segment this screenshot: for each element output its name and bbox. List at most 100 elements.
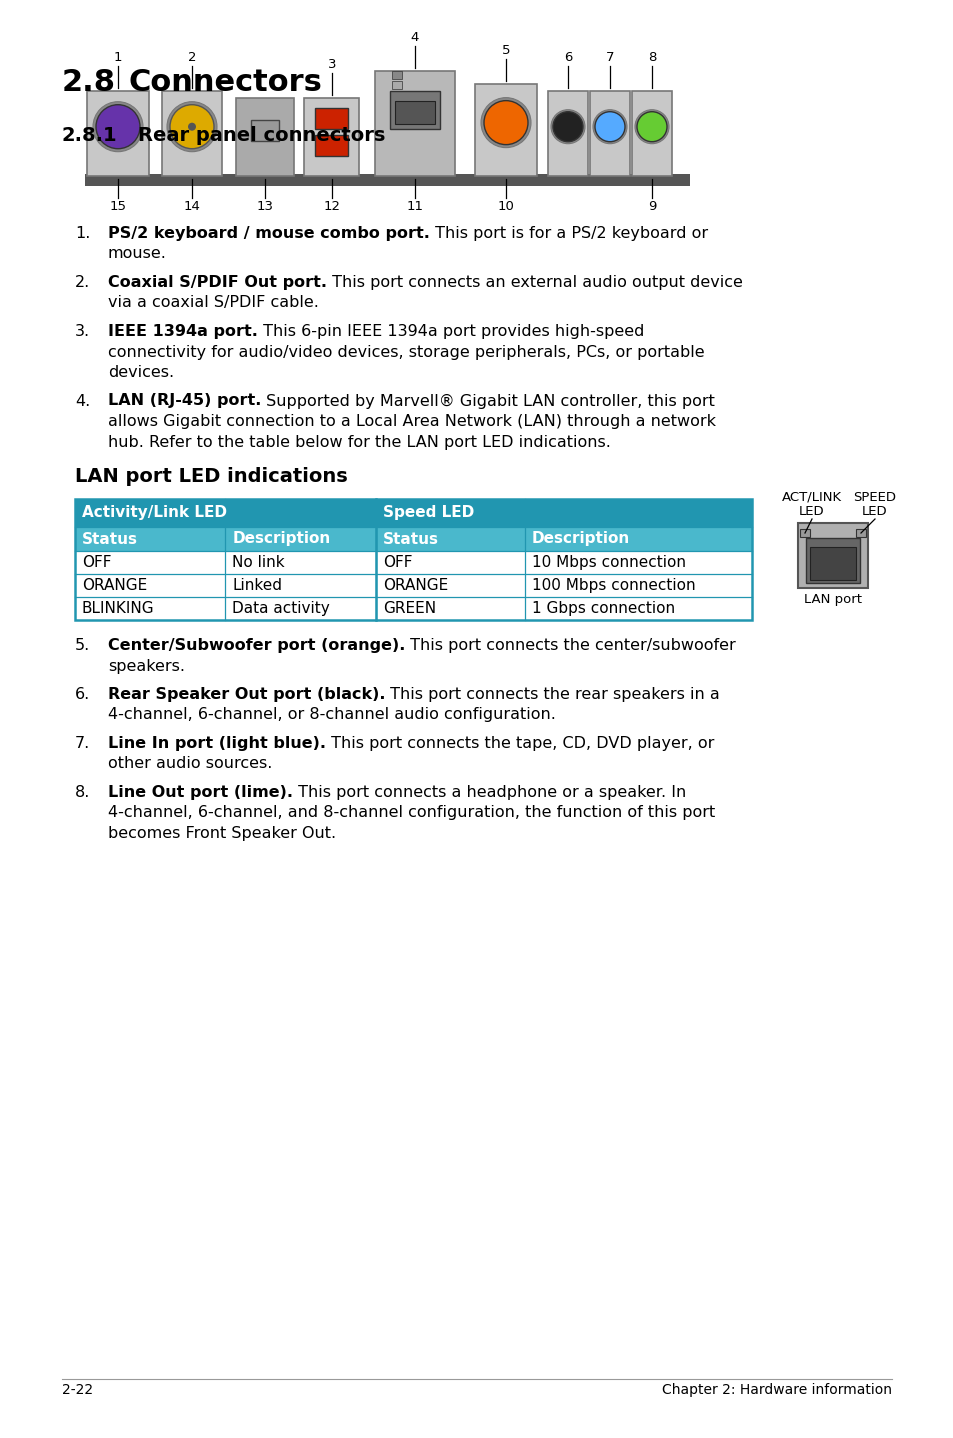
Circle shape — [635, 109, 668, 144]
Text: 4-channel, 6-channel, or 8-channel audio configuration.: 4-channel, 6-channel, or 8-channel audio… — [108, 707, 556, 722]
Circle shape — [92, 102, 143, 151]
Text: 4-channel, 6-channel, and 8-channel configuration, the function of this port: 4-channel, 6-channel, and 8-channel conf… — [108, 805, 715, 821]
Text: Rear Speaker Out port (black).: Rear Speaker Out port (black). — [108, 687, 385, 702]
Text: 10: 10 — [497, 200, 514, 213]
Text: becomes Front Speaker Out.: becomes Front Speaker Out. — [108, 825, 335, 841]
Circle shape — [593, 109, 626, 144]
Bar — [390, 91, 439, 129]
Text: 3.: 3. — [75, 324, 90, 339]
Text: GREEN: GREEN — [383, 601, 436, 615]
Text: SPEED: SPEED — [853, 490, 896, 503]
Bar — [547, 91, 587, 175]
Text: IEEE 1394a port.: IEEE 1394a port. — [108, 324, 257, 339]
Text: 14: 14 — [183, 200, 200, 213]
Text: speakers.: speakers. — [108, 659, 185, 673]
Bar — [162, 91, 222, 175]
Text: 5.: 5. — [75, 638, 91, 653]
Text: 12: 12 — [323, 200, 340, 213]
Text: This 6-pin IEEE 1394a port provides high-speed: This 6-pin IEEE 1394a port provides high… — [257, 324, 643, 339]
Text: 6.: 6. — [75, 687, 91, 702]
Text: Line Out port (lime).: Line Out port (lime). — [108, 785, 293, 800]
Bar — [85, 174, 689, 186]
Circle shape — [96, 105, 140, 148]
Bar — [375, 70, 455, 175]
Circle shape — [170, 105, 213, 148]
Text: Activity/Link LED: Activity/Link LED — [82, 506, 227, 521]
Circle shape — [167, 102, 216, 151]
Text: No link: No link — [232, 555, 285, 569]
Text: 1: 1 — [113, 50, 122, 65]
Text: LAN (RJ-45) port.: LAN (RJ-45) port. — [108, 394, 261, 408]
Text: OFF: OFF — [383, 555, 413, 569]
Text: Chapter 2: Hardware information: Chapter 2: Hardware information — [661, 1383, 891, 1396]
Text: 9: 9 — [647, 200, 656, 213]
Circle shape — [551, 109, 584, 144]
Text: This port connects the tape, CD, DVD player, or: This port connects the tape, CD, DVD pla… — [326, 736, 714, 751]
Text: This port connects the center/subwoofer: This port connects the center/subwoofer — [405, 638, 736, 653]
Text: 5: 5 — [501, 45, 510, 58]
Bar — [75, 499, 375, 526]
Text: PS/2 keyboard / mouse combo port.: PS/2 keyboard / mouse combo port. — [108, 226, 430, 242]
Text: This port connects the rear speakers in a: This port connects the rear speakers in … — [385, 687, 720, 702]
Bar — [75, 551, 751, 574]
Bar — [631, 91, 671, 175]
Text: Coaxial S/PDIF Out port.: Coaxial S/PDIF Out port. — [108, 275, 327, 290]
Bar — [75, 526, 225, 551]
Text: Line In port (light blue).: Line In port (light blue). — [108, 736, 326, 751]
Text: 10 Mbps connection: 10 Mbps connection — [531, 555, 685, 569]
Text: 2.8.1: 2.8.1 — [62, 127, 117, 145]
Bar — [392, 81, 401, 89]
Text: other audio sources.: other audio sources. — [108, 756, 273, 772]
Text: 11: 11 — [406, 200, 423, 213]
Bar — [75, 499, 751, 620]
Text: 7.: 7. — [75, 736, 91, 751]
Text: ORANGE: ORANGE — [383, 578, 448, 592]
Bar — [315, 108, 348, 129]
Bar — [304, 98, 359, 175]
Text: Connectors: Connectors — [128, 68, 321, 96]
Text: LED: LED — [862, 505, 887, 518]
Text: 2.8: 2.8 — [62, 68, 116, 96]
Text: 4.: 4. — [75, 394, 91, 408]
Bar — [395, 101, 435, 124]
Text: Linked: Linked — [232, 578, 282, 592]
Text: Center/Subwoofer port (orange).: Center/Subwoofer port (orange). — [108, 638, 405, 653]
Text: 1.: 1. — [75, 226, 91, 242]
Bar — [800, 529, 809, 536]
Bar — [75, 597, 751, 620]
Text: LED: LED — [799, 505, 824, 518]
Text: ACT/LINK: ACT/LINK — [781, 490, 841, 503]
Text: 2: 2 — [188, 50, 196, 65]
Bar — [809, 546, 855, 580]
Text: BLINKING: BLINKING — [82, 601, 154, 615]
Text: 8: 8 — [647, 50, 656, 65]
Circle shape — [483, 101, 527, 145]
Text: Rear panel connectors: Rear panel connectors — [138, 127, 385, 145]
Text: connectivity for audio/video devices, storage peripherals, PCs, or portable: connectivity for audio/video devices, st… — [108, 345, 704, 360]
Bar — [375, 499, 751, 526]
Text: Data activity: Data activity — [232, 601, 330, 615]
Bar — [75, 574, 751, 597]
Text: 1 Gbps connection: 1 Gbps connection — [531, 601, 674, 615]
Bar — [251, 121, 278, 141]
Text: Supported by Marvell® Gigabit LAN controller, this port: Supported by Marvell® Gigabit LAN contro… — [261, 394, 715, 408]
Text: 13: 13 — [256, 200, 274, 213]
Circle shape — [553, 112, 582, 142]
Text: 7: 7 — [605, 50, 614, 65]
Text: Status: Status — [383, 532, 438, 546]
Text: This port connects an external audio output device: This port connects an external audio out… — [327, 275, 742, 290]
Bar — [315, 135, 348, 155]
Text: via a coaxial S/PDIF cable.: via a coaxial S/PDIF cable. — [108, 295, 318, 311]
Text: 3: 3 — [328, 58, 335, 70]
Text: hub. Refer to the table below for the LAN port LED indications.: hub. Refer to the table below for the LA… — [108, 434, 610, 450]
Text: 2.: 2. — [75, 275, 91, 290]
Text: Description: Description — [232, 532, 330, 546]
Bar — [524, 526, 751, 551]
Circle shape — [595, 112, 624, 142]
Text: 6: 6 — [563, 50, 572, 65]
Bar — [225, 526, 375, 551]
Circle shape — [637, 112, 666, 142]
Bar — [855, 529, 865, 536]
Text: This port connects a headphone or a speaker. In: This port connects a headphone or a spea… — [293, 785, 685, 800]
Text: 2-22: 2-22 — [62, 1383, 93, 1396]
